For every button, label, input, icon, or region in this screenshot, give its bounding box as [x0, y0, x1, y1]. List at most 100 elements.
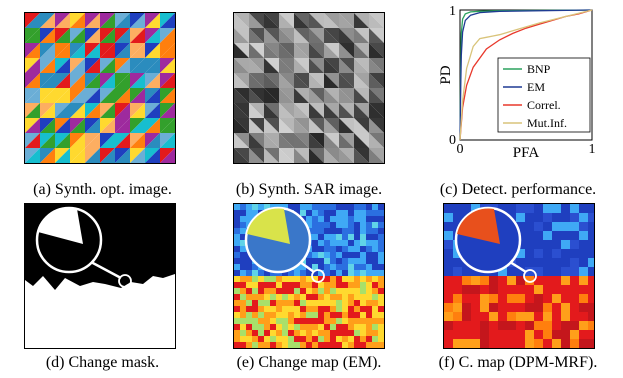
map-cell — [453, 258, 462, 267]
sar-triangle — [279, 13, 294, 28]
sar-triangle — [339, 13, 354, 28]
map-cell — [276, 282, 282, 288]
map-cell — [366, 300, 372, 306]
map-cell — [336, 282, 342, 288]
map-cell — [534, 222, 543, 231]
map-cell — [444, 240, 453, 249]
map-cell — [366, 246, 372, 252]
mosaic-triangle — [100, 88, 115, 103]
map-cell — [525, 339, 534, 348]
map-cell — [372, 330, 378, 336]
mosaic-triangle — [25, 58, 40, 73]
map-cell — [252, 204, 258, 210]
map-cell — [489, 330, 498, 339]
map-cell — [252, 294, 258, 300]
sar-triangle — [294, 58, 309, 73]
map-cell — [543, 249, 552, 258]
map-cell — [312, 282, 318, 288]
map-cell — [462, 330, 471, 339]
map-cell — [570, 240, 579, 249]
mosaic-triangle — [55, 13, 70, 28]
map-cell — [324, 300, 330, 306]
map-cell — [288, 342, 294, 348]
map-cell — [234, 342, 240, 348]
map-cell — [462, 303, 471, 312]
map-cell — [348, 330, 354, 336]
map-cell — [354, 276, 360, 282]
map-cell — [288, 330, 294, 336]
map-cell — [306, 300, 312, 306]
map-cell — [234, 318, 240, 324]
sar-triangle — [324, 133, 339, 148]
sar-triangle — [339, 43, 354, 58]
map-cell — [258, 276, 264, 282]
map-cell — [570, 339, 579, 348]
map-cell — [348, 318, 354, 324]
map-cell — [252, 288, 258, 294]
map-cell — [516, 285, 525, 294]
map-cell — [348, 252, 354, 258]
mosaic-triangle — [115, 103, 130, 118]
map-cell — [543, 204, 552, 213]
map-cell — [294, 300, 300, 306]
map-cell — [471, 312, 480, 321]
map-cell — [525, 312, 534, 321]
map-cell — [360, 330, 366, 336]
map-cell — [330, 234, 336, 240]
synthetic-optical-image — [24, 12, 176, 164]
map-cell — [336, 336, 342, 342]
map-cell — [462, 339, 471, 348]
map-cell — [525, 258, 534, 267]
map-cell — [306, 252, 312, 258]
map-cell — [378, 234, 384, 240]
map-cell — [534, 231, 543, 240]
map-cell — [342, 222, 348, 228]
map-cell — [324, 204, 330, 210]
map-cell — [570, 258, 579, 267]
map-cell — [324, 264, 330, 270]
map-cell — [330, 258, 336, 264]
map-cell — [246, 276, 252, 282]
sar-triangle — [309, 148, 324, 163]
map-cell — [366, 216, 372, 222]
map-cell — [330, 288, 336, 294]
map-cell — [318, 336, 324, 342]
mosaic-triangle — [160, 73, 175, 88]
map-cell — [348, 210, 354, 216]
map-cell — [453, 321, 462, 330]
map-cell — [378, 222, 384, 228]
map-cell — [570, 330, 579, 339]
map-cell — [282, 330, 288, 336]
map-cell — [276, 276, 282, 282]
mosaic-triangle — [85, 148, 100, 163]
map-cell — [507, 330, 516, 339]
change-map-dpm-mrf-graphic — [444, 204, 594, 348]
map-cell — [588, 213, 594, 222]
sar-triangle — [339, 58, 354, 73]
map-cell — [336, 288, 342, 294]
map-cell — [324, 216, 330, 222]
map-cell — [360, 240, 366, 246]
map-cell — [234, 204, 240, 210]
map-cell — [579, 330, 588, 339]
zoom-connector — [299, 260, 315, 274]
map-cell — [318, 252, 324, 258]
map-cell — [579, 222, 588, 231]
map-cell — [336, 294, 342, 300]
map-cell — [372, 240, 378, 246]
map-cell — [507, 285, 516, 294]
map-cell — [318, 300, 324, 306]
map-cell — [366, 324, 372, 330]
map-cell — [543, 258, 552, 267]
mosaic-triangle — [70, 28, 85, 43]
roc-chart: 0 1 0 1 PFA PD BNP EM Correl. Mut.Inf. — [430, 0, 623, 172]
map-cell — [378, 342, 384, 348]
map-cell — [570, 294, 579, 303]
map-cell — [372, 306, 378, 312]
map-cell — [276, 306, 282, 312]
map-cell — [489, 312, 498, 321]
map-cell — [534, 213, 543, 222]
map-cell — [348, 240, 354, 246]
map-cell — [579, 267, 588, 276]
map-cell — [444, 213, 453, 222]
